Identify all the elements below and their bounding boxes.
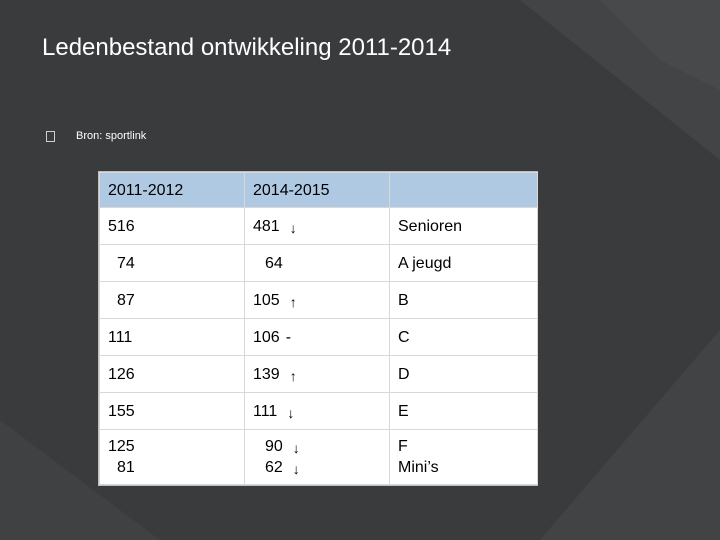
source-text: Bron: sportlink <box>76 130 147 142</box>
arrow-up-icon: ↑ <box>289 367 297 384</box>
cell-category: E <box>389 392 538 430</box>
cell-category: B <box>389 281 538 319</box>
arrow-down-icon: ↓ <box>289 219 297 236</box>
cell-2011: 111 <box>99 318 245 356</box>
header-category <box>389 172 538 208</box>
cell-2014: 481 ↓ <box>244 207 390 245</box>
cell-category: Senioren <box>389 207 538 245</box>
table-header-row: 2011-2012 2014-2015 <box>99 172 538 208</box>
cell-2011: 155 <box>99 392 245 430</box>
arrow-down-icon: ↓ <box>292 461 300 477</box>
table-row: 74 64 A jeugd <box>99 244 538 282</box>
header-2011-2012: 2011-2012 <box>99 172 245 208</box>
arrow-up-icon: ↑ <box>289 293 297 310</box>
cell-2014: 106- <box>244 318 390 356</box>
table-row: 155 111 ↓ E <box>99 392 538 430</box>
header-2014-2015: 2014-2015 <box>244 172 390 208</box>
dash-icon: - <box>285 328 292 346</box>
members-table: 2011-2012 2014-2015 516 481 ↓ Senioren 74… <box>99 172 538 485</box>
cell-2014: 90 ↓ 62 ↓ <box>244 429 390 485</box>
cell-category: C <box>389 318 538 356</box>
cell-2011: 125 81 <box>99 429 245 485</box>
arrow-down-icon: ↓ <box>287 404 295 421</box>
table-row: 87 105 ↑ B <box>99 281 538 319</box>
slide-title: Ledenbestand ontwikkeling 2011-2014 <box>42 34 452 61</box>
cell-2011: 74 <box>99 244 245 282</box>
table-row: 126 139 ↑ D <box>99 355 538 393</box>
cell-2011: 126 <box>99 355 245 393</box>
cell-2014: 105 ↑ <box>244 281 390 319</box>
bullet-box-icon <box>46 130 55 142</box>
cell-2011: 516 <box>99 207 245 245</box>
source-bullet: Bron: sportlink <box>46 130 146 142</box>
arrow-down-icon: ↓ <box>292 440 300 456</box>
cell-2014: 139 ↑ <box>244 355 390 393</box>
cell-category: A jeugd <box>389 244 538 282</box>
cell-2011: 87 <box>99 281 245 319</box>
members-table-container: 2011-2012 2014-2015 516 481 ↓ Senioren 74… <box>98 171 538 486</box>
cell-2014: 64 <box>244 244 390 282</box>
cell-category: D <box>389 355 538 393</box>
table-row: 111 106- C <box>99 318 538 356</box>
cell-2014: 111 ↓ <box>244 392 390 430</box>
table-row: 516 481 ↓ Senioren <box>99 207 538 245</box>
table-row: 125 81 90 ↓ 62 ↓ F Mini’s <box>99 429 538 485</box>
cell-category: F Mini’s <box>389 429 538 485</box>
